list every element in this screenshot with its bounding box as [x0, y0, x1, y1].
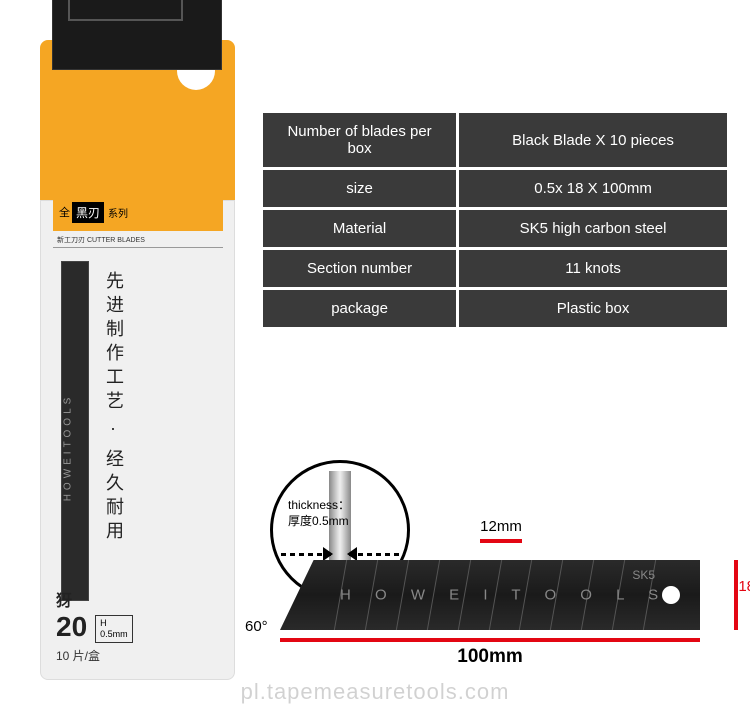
dimension-length: 100mm [280, 646, 700, 668]
series-black: 黑刃 [72, 202, 104, 223]
package-cn-slogan: 先进制作工艺 · 经久耐用 [101, 271, 127, 551]
dimension-height: 18mm [738, 578, 750, 595]
model-char: 犽 [56, 587, 87, 611]
blade-hole [662, 586, 680, 604]
spec-value: Plastic box [458, 289, 729, 329]
package-hanger [40, 40, 235, 200]
product-package: 全 黑刃 系列 新工刀刃 CUTTER BLADES HOWEITOOLS 先进… [40, 40, 235, 680]
spec-value: 0.5x 18 X 100mm [458, 169, 729, 209]
spec-label: size [262, 169, 458, 209]
blade-sk5-mark: SK5 [632, 568, 655, 582]
series-suffix: 系列 [108, 205, 128, 220]
dimension-height-line [734, 560, 738, 630]
package-blade-brand: HOWEITOOLS [62, 394, 73, 502]
spec-row: Number of blades per boxBlack Blade X 10… [262, 112, 729, 169]
blade-shape: H O W E I T O O L S SK5 [280, 560, 700, 630]
thickness-arrow-right-icon [349, 553, 399, 556]
dimension-segment-width: 12mm [480, 518, 522, 543]
spec-table: Number of blades per boxBlack Blade X 10… [260, 110, 730, 330]
spec-box: H 0.5mm [95, 615, 133, 643]
spec-label: Section number [262, 249, 458, 289]
spec-row: packagePlastic box [262, 289, 729, 329]
spec-value: Black Blade X 10 pieces [458, 112, 729, 169]
thickness-label: thickness： 厚度0.5mm [288, 498, 350, 529]
spec-label: package [262, 289, 458, 329]
spec-value: 11 knots [458, 249, 729, 289]
spec-row: MaterialSK5 high carbon steel [262, 209, 729, 249]
spec-value: SK5 high carbon steel [458, 209, 729, 249]
package-black-panel [52, 0, 222, 70]
package-body: 全 黑刃 系列 新工刀刃 CUTTER BLADES HOWEITOOLS 先进… [40, 200, 235, 680]
watermark: pl.tapemeasuretools.com [241, 679, 510, 705]
package-bottom-info: 犽 20 H 0.5mm 10 片/盒 [56, 587, 221, 664]
spec-label: Material [262, 209, 458, 249]
spec-label: Number of blades per box [262, 112, 458, 169]
spec-row: Section number11 knots [262, 249, 729, 289]
blade-diagram: 12mm H O W E I T O O L S SK5 18mm 60° 10… [280, 560, 730, 630]
blade-brand-text: H O W E I T O O L S [340, 587, 668, 604]
series-bar: 全 黑刃 系列 [53, 193, 223, 231]
dimension-length-line [280, 638, 700, 642]
package-blade-graphic: HOWEITOOLS [61, 261, 89, 601]
series-prefix: 全 [59, 204, 70, 220]
thickness-arrow-left-icon [281, 553, 331, 556]
package-qty: 10 片/盒 [56, 647, 221, 664]
cutter-label: 新工刀刃 CUTTER BLADES [53, 233, 223, 248]
spec-row: size0.5x 18 X 100mm [262, 169, 729, 209]
dimension-angle: 60° [245, 618, 268, 635]
model-number: 20 [56, 611, 87, 643]
